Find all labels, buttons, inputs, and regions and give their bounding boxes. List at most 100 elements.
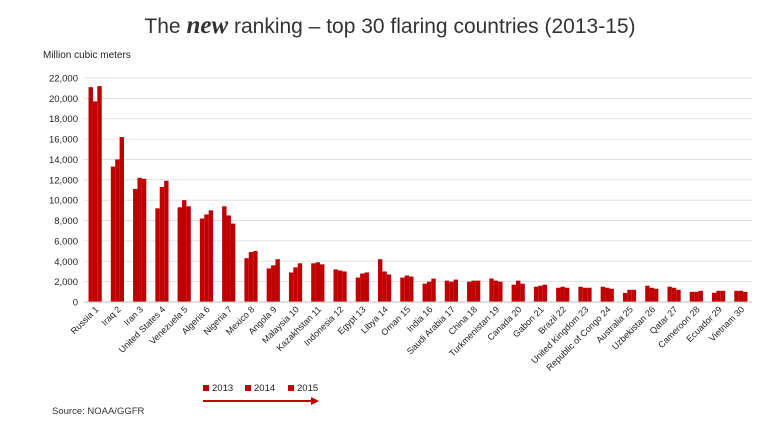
legend-swatch bbox=[203, 385, 209, 391]
bar bbox=[226, 215, 231, 302]
bar bbox=[342, 271, 347, 302]
bar bbox=[159, 186, 165, 302]
bar bbox=[538, 285, 543, 302]
bar bbox=[498, 281, 503, 302]
y-tick-label: 2,000 bbox=[54, 277, 78, 288]
bar bbox=[720, 290, 726, 302]
bar bbox=[743, 291, 748, 302]
bar bbox=[712, 292, 717, 302]
bar bbox=[186, 206, 191, 302]
bar bbox=[182, 200, 187, 302]
bar bbox=[444, 280, 450, 302]
bar bbox=[587, 287, 592, 302]
x-tick-label: Russia 1 bbox=[69, 304, 101, 336]
bar bbox=[253, 251, 258, 302]
bar bbox=[320, 264, 325, 302]
chart-title-suffix: ranking – top 30 flaring countries (2013… bbox=[228, 15, 635, 38]
bar bbox=[199, 218, 205, 302]
bar bbox=[489, 278, 494, 302]
y-tick-label: 20,000 bbox=[49, 94, 78, 105]
y-tick-label: 0 bbox=[73, 298, 78, 309]
bar bbox=[582, 287, 588, 302]
legend-label: 2015 bbox=[297, 383, 318, 394]
bar bbox=[622, 292, 628, 302]
bar bbox=[645, 285, 650, 302]
bar bbox=[155, 208, 160, 302]
bar bbox=[578, 286, 583, 302]
bar bbox=[631, 289, 637, 302]
bar bbox=[475, 280, 481, 302]
bar bbox=[654, 288, 659, 302]
bar bbox=[734, 290, 739, 302]
bar bbox=[364, 272, 369, 302]
bar bbox=[516, 280, 521, 302]
bar bbox=[97, 86, 102, 303]
y-tick-label: 22,000 bbox=[49, 74, 78, 85]
bar bbox=[293, 267, 298, 302]
bar bbox=[694, 291, 699, 302]
bar bbox=[453, 279, 458, 302]
chart-title-prefix: The bbox=[144, 15, 186, 38]
source-note: Source: NOAA/GGFR bbox=[52, 406, 145, 417]
bar bbox=[605, 287, 610, 302]
bar bbox=[649, 287, 654, 302]
legend-label: 2013 bbox=[212, 383, 233, 394]
bar bbox=[208, 210, 214, 302]
y-axis-label: Million cubic meters bbox=[43, 50, 131, 61]
bar bbox=[137, 177, 142, 302]
bar bbox=[333, 269, 338, 302]
bar bbox=[204, 214, 209, 302]
bar bbox=[378, 259, 383, 302]
bar bbox=[426, 281, 432, 302]
bar bbox=[311, 263, 316, 302]
bar bbox=[133, 188, 138, 302]
y-tick-label: 8,000 bbox=[54, 216, 78, 227]
bar bbox=[556, 287, 561, 302]
bar bbox=[400, 277, 405, 302]
arrow-head bbox=[311, 397, 319, 405]
legend-swatch bbox=[245, 385, 251, 391]
y-tick-label: 6,000 bbox=[54, 236, 78, 247]
bar bbox=[431, 278, 436, 302]
bar bbox=[119, 137, 124, 302]
y-tick-label: 10,000 bbox=[49, 196, 78, 207]
bar bbox=[493, 280, 499, 302]
y-tick-label: 4,000 bbox=[54, 257, 78, 268]
legend: 2013 2014 2015 bbox=[203, 383, 318, 394]
x-tick-label: Iraq 2 bbox=[99, 304, 122, 327]
bar bbox=[409, 276, 414, 302]
bar bbox=[671, 287, 677, 302]
bar bbox=[337, 270, 343, 302]
legend-label: 2014 bbox=[254, 383, 275, 394]
bar bbox=[560, 286, 565, 302]
bars bbox=[88, 86, 748, 303]
bar bbox=[676, 289, 681, 302]
y-tick-label: 14,000 bbox=[49, 155, 78, 166]
bar bbox=[716, 290, 721, 302]
bar bbox=[355, 277, 361, 302]
bar bbox=[471, 280, 476, 302]
bar bbox=[627, 289, 632, 302]
bar bbox=[297, 263, 303, 302]
gridlines bbox=[84, 77, 752, 283]
bar bbox=[315, 262, 320, 302]
bar bbox=[230, 223, 236, 302]
bar bbox=[222, 206, 227, 302]
bar bbox=[177, 207, 182, 302]
bar bbox=[248, 252, 254, 302]
y-tick-label: 12,000 bbox=[49, 175, 78, 186]
bar bbox=[738, 290, 744, 302]
bar bbox=[275, 259, 280, 302]
bar bbox=[511, 284, 516, 302]
bar bbox=[360, 273, 365, 302]
bar bbox=[667, 286, 672, 302]
bar bbox=[689, 291, 695, 302]
bar bbox=[542, 284, 548, 302]
y-tick-label: 18,000 bbox=[49, 114, 78, 125]
bar bbox=[449, 281, 454, 302]
bar bbox=[244, 258, 249, 302]
bar bbox=[533, 286, 539, 302]
bar bbox=[600, 286, 606, 302]
chart-title: The new ranking – top 30 flaring countri… bbox=[144, 12, 635, 39]
